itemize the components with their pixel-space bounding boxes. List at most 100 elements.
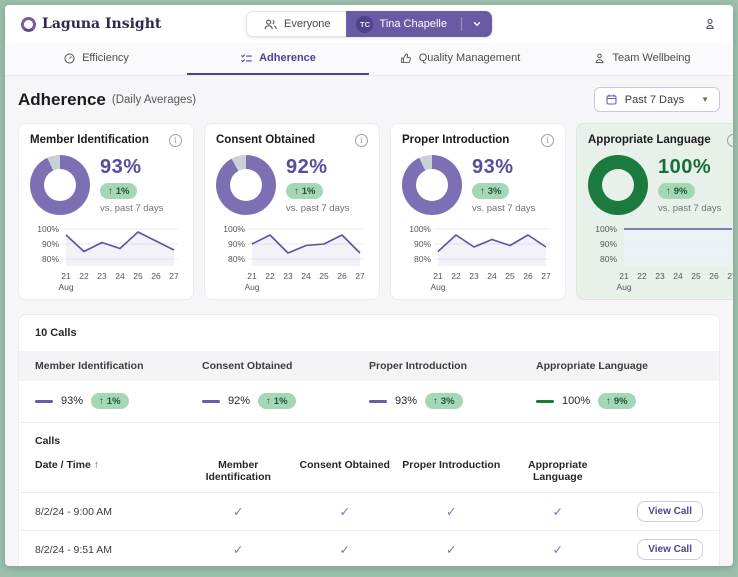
page-title: Adherence: [18, 89, 106, 109]
info-icon[interactable]: i: [355, 134, 368, 147]
tab-label: Quality Management: [418, 52, 521, 64]
svg-text:21: 21: [433, 271, 443, 281]
arrow-up-icon: ↑: [108, 185, 113, 197]
view-call-button[interactable]: View Call: [637, 501, 703, 523]
svg-text:27: 27: [727, 271, 733, 281]
svg-text:25: 25: [505, 271, 515, 281]
svg-text:Aug: Aug: [244, 282, 259, 292]
calls-table-body: 8/2/24 - 9:00 AM ✓ ✓ ✓ ✓ View Call 8/2/24 - 9:…: [19, 493, 719, 566]
series-swatch: [35, 399, 53, 403]
delta-badge: ↑ 1%: [100, 183, 138, 200]
metric-card-appropriate-language[interactable]: Appropriate Language i 100% ↑9% vs. past…: [576, 123, 733, 301]
svg-text:24: 24: [115, 271, 125, 281]
svg-text:100%: 100%: [223, 224, 245, 234]
brand-logo: Laguna Insight: [21, 16, 161, 32]
metric-value: 92%: [286, 156, 328, 179]
check-icon: ✓: [552, 543, 563, 558]
tab-efficiency[interactable]: Efficiency: [5, 43, 187, 75]
metric-value: 93%: [472, 156, 514, 179]
account-button[interactable]: [703, 17, 717, 31]
user-name: Tina Chapelle: [379, 18, 447, 30]
metric-card-consent-obtained[interactable]: Consent Obtained i 92% ↑ 1% vs. past 7 da…: [204, 123, 380, 301]
metric-cards: Member Identification i 93% ↑ 1% vs. past…: [18, 123, 733, 301]
series-swatch: [536, 399, 554, 403]
check-icon: ✓: [339, 505, 350, 520]
delta-badge: ↑ 3%: [425, 393, 463, 410]
chevron-down-icon[interactable]: [472, 19, 482, 29]
arrow-up-icon: ↑: [294, 185, 299, 197]
metric-card-proper-introduction[interactable]: Proper Introduction i 93% ↑ 3% vs. past 7…: [390, 123, 566, 301]
svg-text:21: 21: [619, 271, 629, 281]
donut-chart: [216, 155, 276, 216]
svg-text:22: 22: [265, 271, 275, 281]
arrow-up-icon: ↑: [99, 395, 104, 407]
card-title: Consent Obtained: [216, 134, 316, 146]
svg-text:100%: 100%: [37, 224, 59, 234]
calls-panel: 10 Calls Member Identification Consent Ob…: [18, 314, 720, 566]
info-icon[interactable]: i: [541, 134, 554, 147]
metric-value: 93%: [100, 156, 142, 179]
info-icon[interactable]: i: [169, 134, 182, 147]
thumbs-up-icon: [400, 53, 411, 63]
svg-text:27: 27: [169, 271, 179, 281]
checklist-icon: [241, 53, 252, 62]
arrow-up-icon: ↑: [433, 395, 438, 407]
donut-chart: [30, 155, 90, 216]
user-toggle-button[interactable]: TC Tina Chapelle: [346, 11, 492, 37]
svg-text:26: 26: [151, 271, 161, 281]
arrow-up-icon: ↑: [606, 395, 611, 407]
tab-quality-management[interactable]: Quality Management: [369, 43, 551, 75]
check-icon: ✓: [446, 543, 457, 558]
summary-header-row: Member Identification Consent Obtained Pro…: [19, 351, 719, 382]
daily-trend-chart: 100% 90% 80%21 22 23 24 25 26 27 Aug: [595, 224, 733, 292]
svg-text:25: 25: [319, 271, 329, 281]
tab-adherence[interactable]: Adherence: [187, 43, 369, 75]
info-icon[interactable]: i: [727, 134, 733, 147]
calls-header-date-time[interactable]: Date / Time ↑: [35, 459, 99, 472]
svg-text:Aug: Aug: [616, 282, 631, 292]
daily-trend-chart: 100% 90% 80%21 22 23 24 25 26 27 Aug: [37, 224, 179, 292]
call-datetime: 8/2/24 - 9:51 AM: [35, 543, 113, 556]
donut-chart: [588, 155, 648, 216]
summary-cell-proper-introduction: 93% ↑ 3%: [369, 393, 536, 410]
metric-card-member-identification[interactable]: Member Identification i 93% ↑ 1% vs. past…: [18, 123, 194, 301]
svg-text:23: 23: [469, 271, 479, 281]
delta-badge: ↑ 1%: [286, 183, 324, 200]
svg-text:80%: 80%: [414, 254, 431, 264]
series-swatch: [369, 399, 387, 403]
svg-text:21: 21: [247, 271, 257, 281]
donut-chart: [402, 155, 462, 216]
everyone-toggle-button[interactable]: Everyone: [246, 11, 347, 37]
calendar-icon: [606, 94, 617, 105]
svg-text:Aug: Aug: [58, 282, 73, 292]
date-range-selector[interactable]: Past 7 Days ▼: [593, 87, 720, 112]
svg-text:80%: 80%: [42, 254, 59, 264]
laguna-ring-icon: [21, 16, 36, 32]
page-subtitle: (Daily Averages): [111, 93, 197, 106]
comparison-label: vs. past 7 days: [472, 203, 536, 215]
call-datetime: 8/2/24 - 9:00 AM: [35, 505, 113, 518]
view-call-button[interactable]: View Call: [637, 539, 703, 561]
svg-text:27: 27: [541, 271, 551, 281]
series-swatch: [202, 399, 220, 403]
svg-text:23: 23: [97, 271, 107, 281]
donut-hole: [44, 169, 76, 202]
svg-text:27: 27: [355, 271, 365, 281]
check-icon: ✓: [446, 505, 457, 520]
comparison-label: vs. past 7 days: [286, 203, 350, 215]
summary-value: 93%: [61, 395, 84, 408]
call-row: 8/2/24 - 9:51 AM ✓ ✓ ✓ ✓ View Call: [19, 531, 719, 566]
summary-col-proper-introduction: Proper Introduction: [369, 360, 467, 373]
delta-badge: ↑ 3%: [472, 183, 510, 200]
svg-text:23: 23: [283, 271, 293, 281]
card-title: Appropriate Language: [588, 134, 711, 146]
brand-name: Laguna Insight: [42, 16, 162, 32]
tab-team-wellbeing[interactable]: Team Wellbeing: [551, 43, 733, 75]
summary-cell-consent-obtained: 92% ↑ 1%: [202, 393, 369, 410]
delta-badge: ↑ 9%: [658, 183, 696, 200]
svg-text:100%: 100%: [595, 224, 617, 234]
tab-label: Adherence: [259, 52, 316, 64]
daily-trend-chart: 100% 90% 80%21 22 23 24 25 26 27 Aug: [409, 224, 551, 292]
summary-col-consent-obtained: Consent Obtained: [202, 360, 293, 373]
donut-hole: [416, 169, 448, 202]
